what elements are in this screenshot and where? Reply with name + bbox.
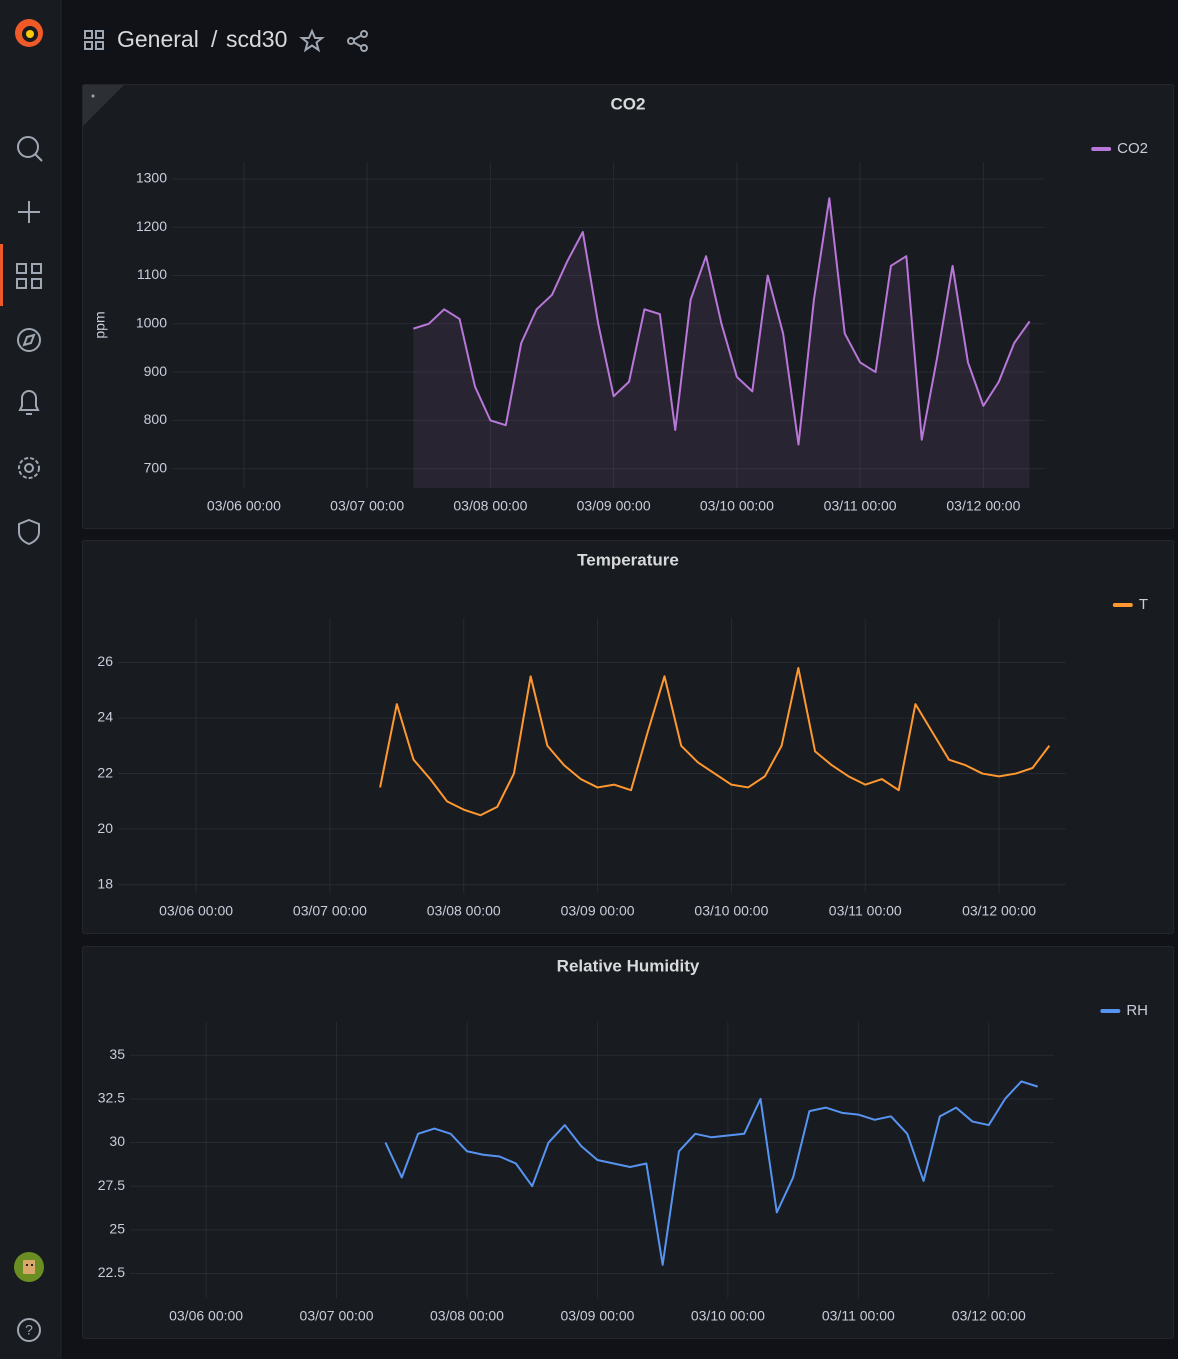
x-tick-label: 03/12 00:00 — [962, 903, 1036, 919]
panel: CO2 03/06 00:00 03/07 00:00 03/08 00:00 03/0… — [82, 84, 1174, 529]
y-tick-label: 1100 — [137, 266, 167, 282]
x-tick-label: 03/06 00:00 — [159, 903, 233, 919]
panel-background — [82, 540, 1174, 934]
x-tick-label: 03/12 00:00 — [946, 498, 1020, 514]
series-line — [384, 1080, 1038, 1266]
x-tick-label: 03/10 00:00 — [694, 903, 768, 919]
x-tick-label: 03/06 00:00 — [207, 498, 281, 514]
y-tick-label: 26 — [97, 653, 113, 669]
y-tick-label: 1300 — [136, 170, 167, 186]
x-tick-label: 03/08 00:00 — [453, 498, 527, 514]
panel: Relative Humidity 03/06 00:00 03/07 00:00 0… — [82, 946, 1174, 1339]
grafana-logo[interactable] — [15, 19, 43, 47]
x-tick-label: 03/09 00:00 — [561, 903, 635, 919]
panel-title: CO2 — [611, 94, 646, 113]
y-tick-label: 35 — [109, 1046, 125, 1062]
y-tick-label: 800 — [144, 411, 168, 427]
series-line — [379, 667, 1051, 817]
dashboard-title: scd30 — [226, 26, 287, 52]
dashboards-icon[interactable] — [16, 263, 42, 289]
panel-background — [82, 946, 1174, 1339]
x-tick-label: 03/11 00:00 — [822, 1308, 895, 1324]
y-tick-label: 700 — [144, 459, 168, 475]
y-axis-label: ppm — [92, 311, 108, 338]
dashboard-grid-icon — [84, 30, 104, 50]
sidebar — [0, 0, 61, 1359]
series-area — [413, 198, 1030, 488]
share-button[interactable] — [347, 30, 368, 52]
x-tick-label: 03/08 00:00 — [427, 903, 501, 919]
legend-label: CO2 — [1117, 140, 1148, 157]
y-tick-label: 24 — [97, 709, 113, 725]
x-tick-label: 03/12 00:00 — [952, 1308, 1026, 1324]
y-tick-label: 22 — [97, 764, 113, 780]
y-tick-label: 900 — [144, 363, 168, 379]
x-tick-label: 03/07 00:00 — [293, 903, 367, 919]
x-tick-label: 03/07 00:00 — [300, 1308, 374, 1324]
panel-title: Temperature — [577, 550, 679, 569]
create-icon[interactable] — [18, 201, 40, 223]
panel-background — [82, 84, 1174, 529]
x-tick-label: 03/10 00:00 — [691, 1308, 765, 1324]
star-button[interactable] — [299, 28, 325, 53]
y-tick-label: 18 — [97, 875, 113, 891]
legend-label: T — [1139, 596, 1148, 613]
x-tick-label: 03/08 00:00 — [430, 1308, 504, 1324]
y-tick-label: 25 — [109, 1221, 125, 1237]
x-tick-label: 03/09 00:00 — [560, 1308, 634, 1324]
x-tick-label: 03/06 00:00 — [169, 1308, 243, 1324]
x-tick-label: 03/10 00:00 — [700, 498, 774, 514]
shield-icon[interactable] — [18, 518, 40, 546]
y-tick-label: 1200 — [136, 218, 167, 234]
y-tick-label: 32.5 — [98, 1090, 125, 1106]
explore-icon[interactable] — [17, 328, 41, 352]
user-avatar[interactable] — [14, 1252, 44, 1282]
x-tick-label: 03/09 00:00 — [577, 498, 651, 514]
search-icon[interactable] — [17, 136, 43, 162]
x-tick-label: 03/11 00:00 — [824, 498, 897, 514]
y-tick-label: 22.5 — [98, 1264, 125, 1280]
series-line — [413, 197, 1031, 446]
y-tick-label: 27.5 — [98, 1177, 125, 1193]
svg-text:?: ? — [25, 1322, 33, 1338]
y-tick-label: 20 — [97, 820, 113, 836]
breadcrumb-folder[interactable]: General — [117, 26, 199, 52]
legend-label: RH — [1126, 1002, 1148, 1019]
breadcrumb-separator: / — [211, 26, 218, 52]
info-dot — [91, 94, 95, 98]
panel: Temperature 03/06 00:00 03/07 00:00 03/08 0… — [82, 540, 1174, 934]
y-tick-label: 1000 — [136, 314, 167, 330]
active-indicator — [0, 244, 3, 306]
alerting-icon[interactable] — [18, 390, 40, 415]
x-tick-label: 03/07 00:00 — [330, 498, 404, 514]
help-icon[interactable]: ? — [17, 1318, 41, 1342]
x-tick-label: 03/11 00:00 — [829, 903, 902, 919]
panel-title: Relative Humidity — [557, 956, 700, 975]
settings-icon[interactable] — [18, 457, 40, 479]
y-tick-label: 30 — [109, 1133, 125, 1149]
